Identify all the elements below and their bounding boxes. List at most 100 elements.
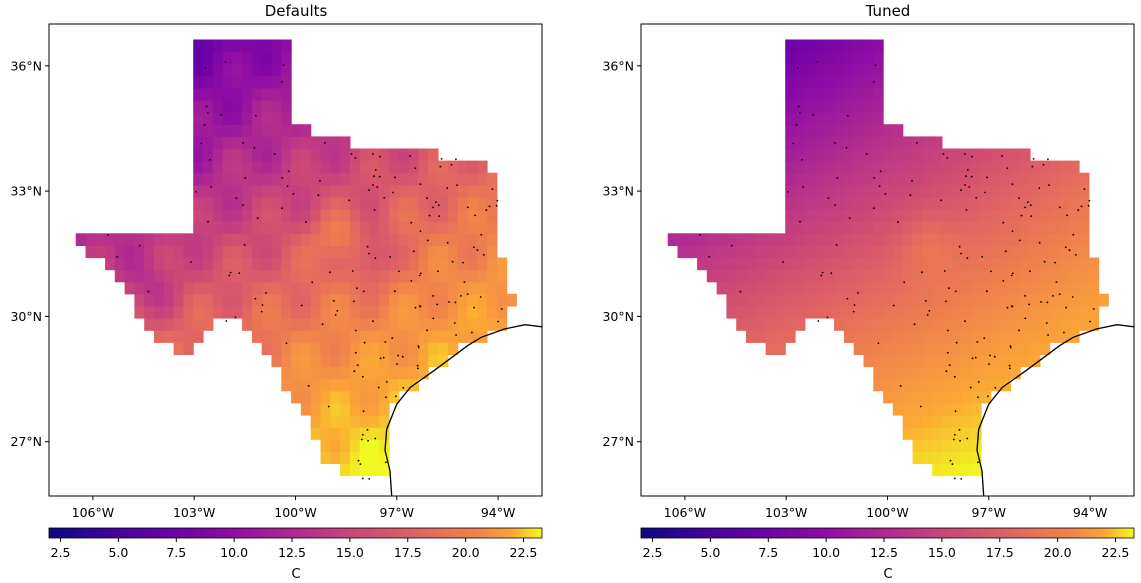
grid-cell — [883, 233, 894, 246]
grid-cell — [951, 160, 963, 174]
grid-cell — [873, 172, 884, 186]
grid-cell — [667, 233, 679, 246]
grid-cell — [873, 112, 884, 125]
grid-cell — [971, 184, 982, 198]
grid-cell — [193, 87, 204, 101]
grid-cell — [736, 293, 747, 307]
station-marker — [1029, 270, 1031, 273]
grid-cell — [981, 221, 992, 234]
grid-cell — [320, 354, 331, 368]
grid-cell — [941, 257, 953, 271]
grid-cell — [755, 245, 767, 259]
grid-cell — [883, 196, 894, 210]
grid-cell — [300, 281, 312, 295]
grid-cell — [922, 233, 933, 246]
grid-cell — [222, 75, 233, 89]
grid-cell — [369, 281, 380, 295]
station-marker — [254, 297, 257, 300]
grid-cell — [1069, 221, 1080, 234]
station-marker — [977, 381, 980, 383]
station-marker — [367, 439, 369, 442]
grid-cell — [487, 196, 498, 210]
grid-cell — [291, 330, 302, 343]
grid-cell — [971, 257, 982, 271]
grid-cell — [340, 439, 351, 452]
grid-cell — [981, 269, 992, 283]
grid-cell — [340, 184, 351, 198]
grid-cell — [477, 281, 488, 295]
station-marker — [994, 386, 997, 389]
station-marker — [1002, 221, 1005, 224]
grid-cell — [804, 172, 816, 186]
grid-cell — [232, 51, 243, 65]
grid-cell — [990, 160, 1002, 174]
grid-cell — [1010, 160, 1021, 174]
grid-cell — [438, 281, 449, 295]
grid-cell — [232, 281, 243, 295]
grid-cell — [990, 366, 1002, 380]
grid-cell — [746, 330, 757, 343]
station-marker — [913, 323, 916, 326]
grid-cell — [951, 354, 963, 368]
grid-cell — [232, 75, 243, 89]
grid-cell — [271, 330, 282, 343]
station-marker — [1027, 201, 1029, 204]
grid-cell — [990, 148, 1002, 162]
grid-cell — [892, 366, 904, 380]
grid-cell — [340, 160, 351, 174]
grid-cell — [193, 160, 204, 174]
station-marker — [953, 438, 955, 441]
grid-cell — [271, 184, 282, 198]
grid-cell — [359, 318, 371, 331]
grid-cell — [863, 233, 874, 246]
grid-cell — [892, 378, 904, 392]
station-marker — [699, 234, 701, 236]
grid-cell — [902, 221, 914, 234]
grid-cell — [428, 160, 439, 174]
grid-cell — [379, 330, 390, 343]
grid-cell — [834, 281, 845, 295]
grid-cell — [428, 172, 439, 186]
grid-cell — [843, 184, 855, 198]
grid-cell — [173, 269, 184, 283]
station-marker — [265, 292, 267, 294]
station-marker — [203, 124, 206, 126]
grid-cell — [212, 136, 224, 150]
grid-cell — [261, 221, 273, 234]
grid-cell — [251, 305, 263, 319]
station-marker — [940, 199, 943, 202]
grid-cell — [300, 172, 312, 186]
grid-cell — [447, 293, 459, 307]
grid-cell — [1010, 354, 1021, 368]
grid-cell — [203, 245, 214, 259]
grid-cell — [222, 87, 233, 101]
grid-cell — [438, 209, 449, 222]
grid-cell — [1098, 293, 1109, 307]
grid-cell — [834, 100, 845, 113]
grid-cell — [853, 196, 865, 210]
grid-cell — [369, 245, 380, 259]
station-marker — [234, 316, 237, 319]
grid-cell — [873, 63, 884, 77]
grid-cell — [398, 184, 410, 198]
station-marker — [948, 287, 950, 289]
grid-cell — [359, 184, 371, 198]
grid-cell — [1039, 293, 1051, 307]
grid-cell — [863, 330, 874, 343]
station-marker — [846, 297, 849, 300]
grid-cell — [853, 257, 865, 271]
grid-cell — [912, 245, 923, 259]
grid-cell — [853, 305, 865, 319]
grid-cell — [418, 148, 429, 162]
grid-cell — [795, 318, 806, 331]
grid-cell — [281, 87, 292, 101]
station-marker — [954, 410, 957, 413]
grid-cell — [912, 293, 923, 307]
grid-cell — [487, 233, 498, 246]
grid-cell — [726, 245, 737, 259]
station-marker — [398, 270, 400, 273]
grid-cell — [330, 257, 341, 271]
grid-cell — [487, 318, 498, 331]
grid-cell — [775, 293, 786, 307]
grid-cell — [281, 378, 292, 392]
